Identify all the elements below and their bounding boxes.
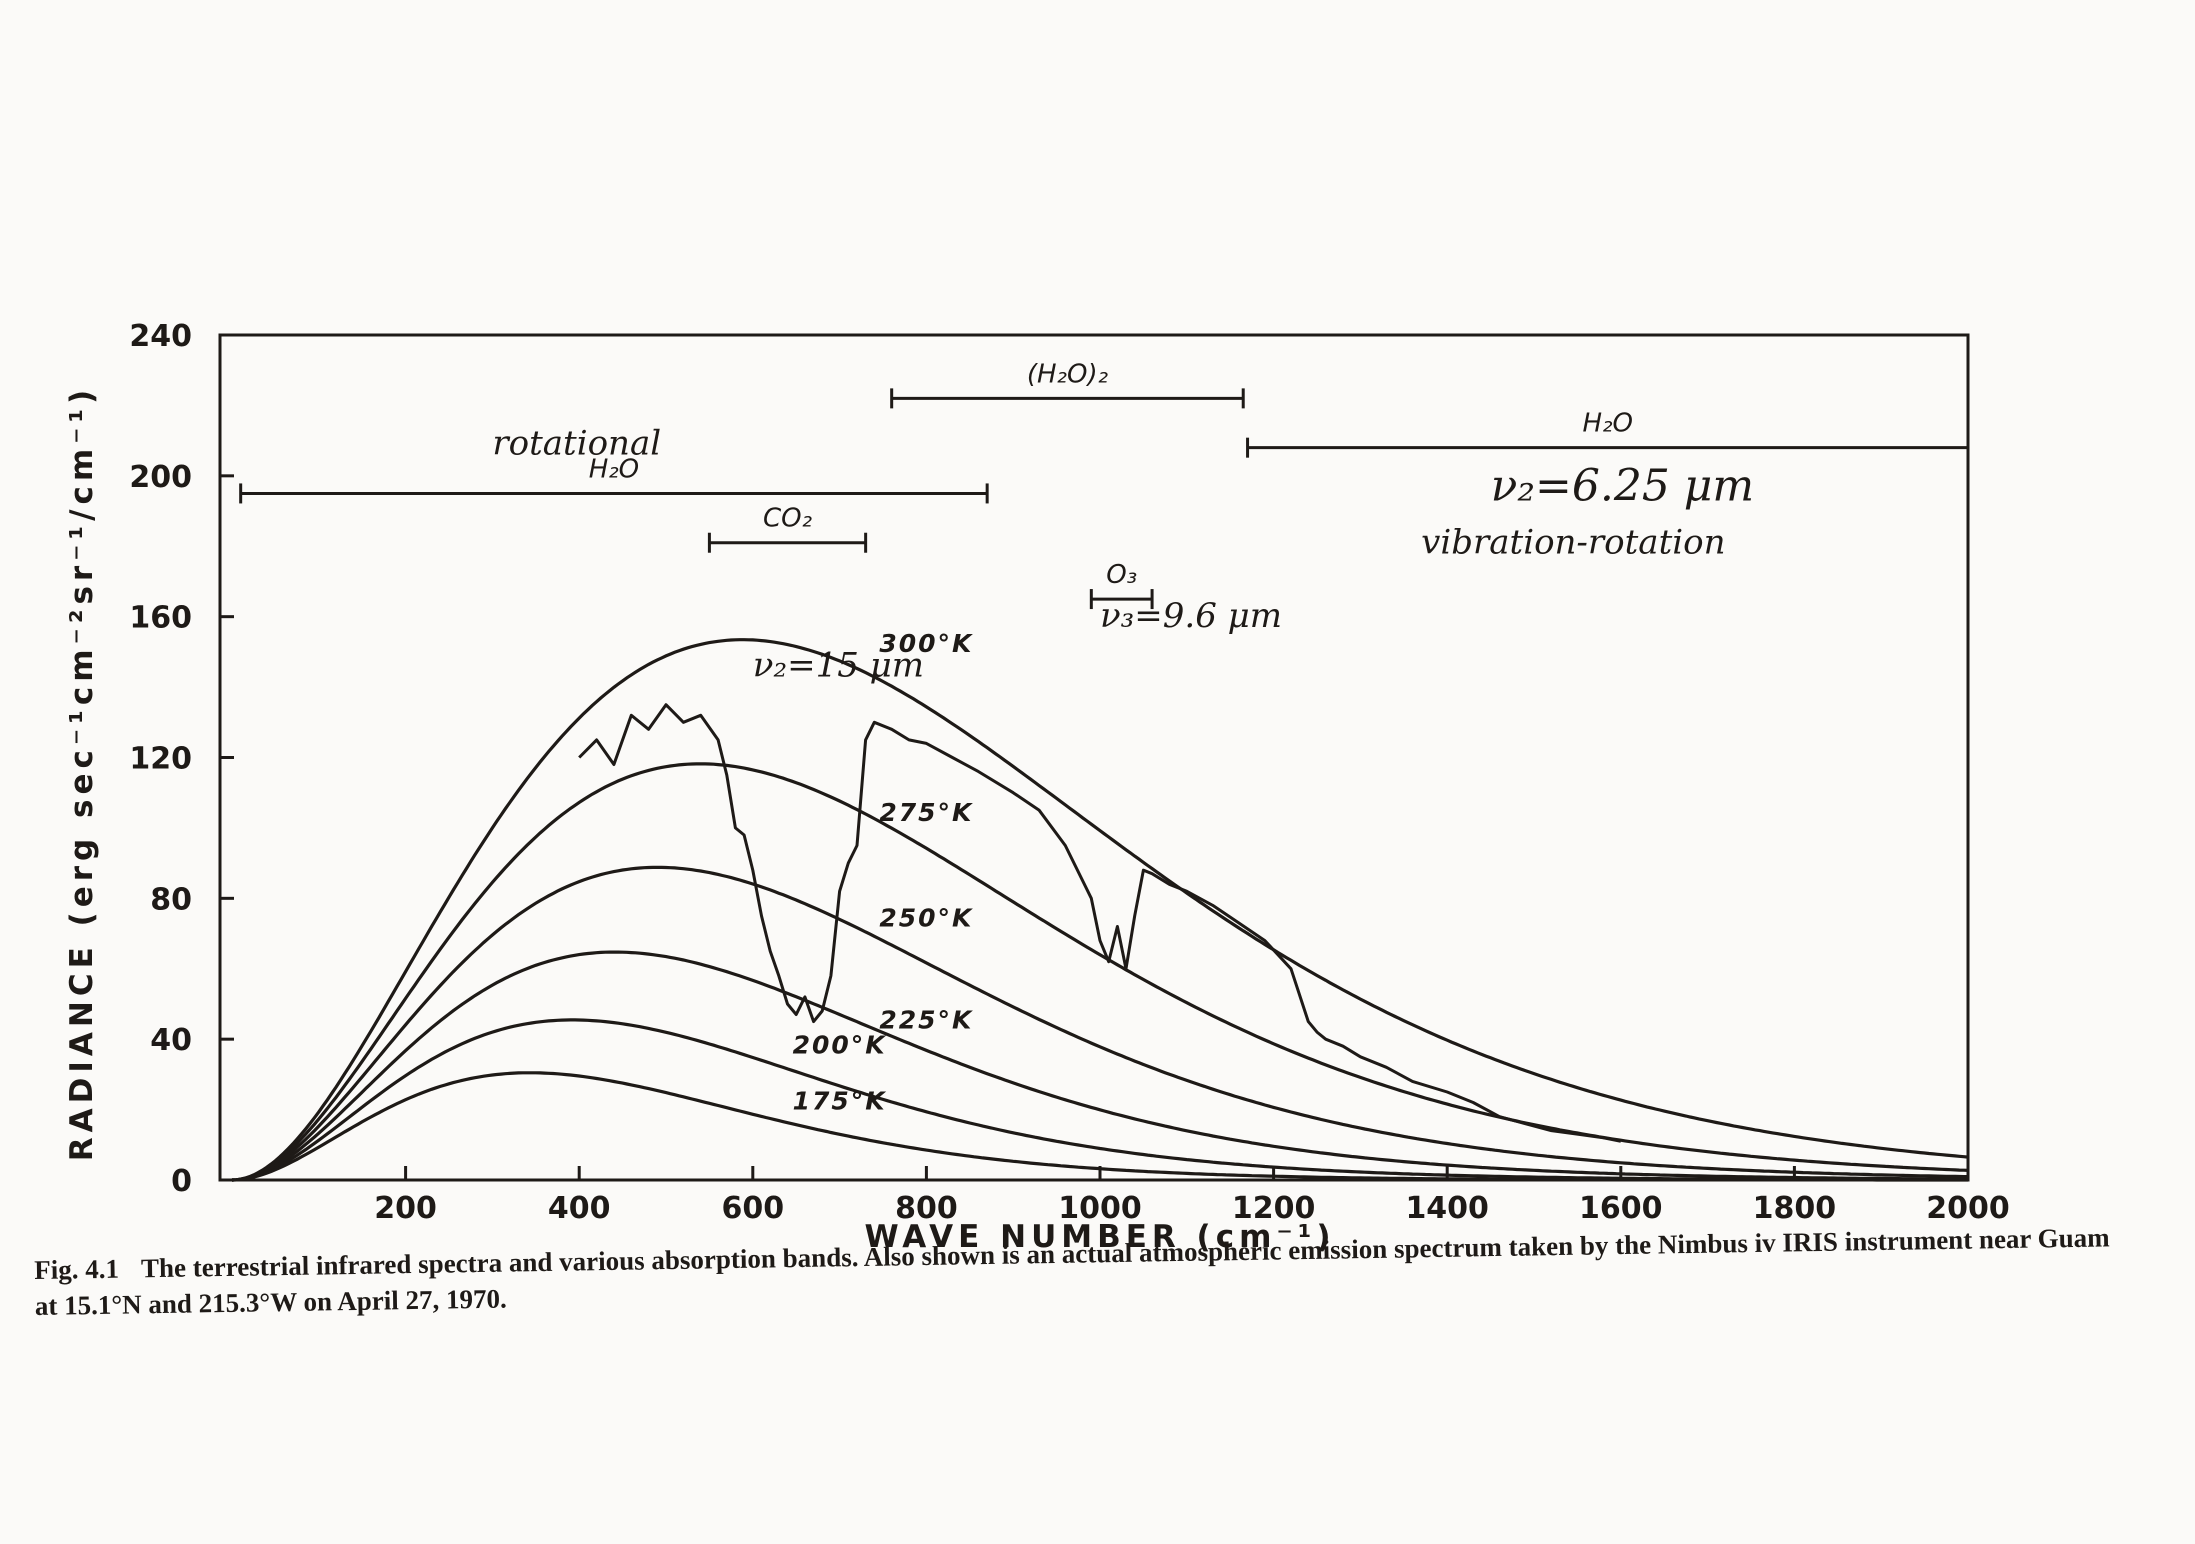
- band-marker: H₂O: [239, 454, 989, 504]
- x-tick-label: 800: [895, 1191, 958, 1226]
- y-axis-title: RADIANCE (erg sec⁻¹cm⁻²sr⁻¹/cm⁻¹): [64, 385, 100, 1161]
- y-tick-label: 80: [150, 882, 192, 917]
- caption-label: Fig. 4.1: [34, 1253, 120, 1285]
- curve-label: 175°K: [793, 1087, 887, 1116]
- curve-label: 300°K: [879, 629, 973, 658]
- annotation-text: rotational: [492, 424, 661, 464]
- band-label: H₂O: [1583, 409, 1633, 439]
- observed-spectrum: [578, 703, 1622, 1143]
- y-tick-label: 160: [129, 601, 192, 636]
- blackbody-curve-175: [231, 1071, 1968, 1182]
- y-tick-label: 40: [150, 1023, 192, 1058]
- annotation-text: ν₂=6.25 μm: [1491, 460, 1755, 511]
- y-tick-label: 200: [129, 460, 192, 495]
- x-tick-label: 1400: [1405, 1191, 1489, 1226]
- band-marker: (H₂O)₂: [890, 359, 1245, 409]
- blackbody-curve-275: [231, 762, 1969, 1182]
- band-marker: CO₂: [707, 504, 868, 553]
- x-tick-label: 1600: [1579, 1191, 1663, 1226]
- annotation-text: vibration-rotation: [1421, 522, 1725, 562]
- axis-ticks: 200 400 600 800 1000 1200 1400 1600 1800 2000 0 40 8…: [129, 319, 2009, 1226]
- band-label: (H₂O)₂: [1027, 359, 1108, 389]
- band-label: H₂O: [589, 454, 639, 484]
- curve-label: 275°K: [879, 798, 973, 827]
- annotation-text: ν₃=9.6 μm: [1100, 596, 1282, 636]
- x-tick-label: 400: [548, 1191, 611, 1226]
- x-tick-label: 2000: [1926, 1191, 2010, 1226]
- blackbody-curve-225: [231, 950, 1969, 1182]
- blackbody-curves: [231, 638, 1969, 1182]
- x-tick-label: 1000: [1058, 1191, 1142, 1226]
- handwritten-annotations: rotational ν₂=6.25 μm vibration-rotation ν₃…: [492, 424, 1754, 686]
- curve-label: 225°K: [879, 1006, 973, 1035]
- x-tick-label: 600: [721, 1191, 784, 1226]
- blackbody-curve-200: [231, 1018, 1968, 1182]
- x-axis-title: WAVE NUMBER (cm⁻¹): [864, 1219, 1335, 1255]
- curve-label: 250°K: [879, 904, 973, 933]
- y-tick-label: 120: [129, 742, 192, 777]
- band-marker: H₂O: [1246, 409, 1970, 458]
- y-tick-label: 240: [129, 319, 192, 354]
- blackbody-curve-250: [231, 865, 1968, 1182]
- annotation-text: ν₂=15 μm: [753, 646, 924, 686]
- blackbody-curve-300: [231, 638, 1969, 1182]
- observed-spectrum-line: [578, 703, 1622, 1143]
- x-tick-label: 200: [374, 1191, 437, 1226]
- band-label: CO₂: [763, 504, 812, 534]
- y-tick-label: 0: [171, 1164, 192, 1199]
- band-label: O₃: [1106, 560, 1137, 590]
- x-tick-label: 1200: [1232, 1191, 1316, 1226]
- band-marker: O₃: [1089, 560, 1154, 610]
- absorption-bands: H₂O (H₂O)₂ H₂O CO₂ O₃: [239, 359, 1970, 610]
- curve-label: 200°K: [793, 1030, 887, 1059]
- x-tick-label: 1800: [1753, 1191, 1837, 1226]
